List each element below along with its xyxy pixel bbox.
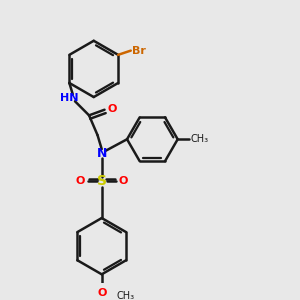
Text: O: O [107,104,117,114]
Text: Br: Br [132,46,146,56]
Text: CH₃: CH₃ [191,134,209,144]
Text: CH₃: CH₃ [116,291,134,300]
Text: N: N [97,147,107,160]
Text: HN: HN [60,94,79,103]
Text: O: O [76,176,85,187]
Text: O: O [118,176,128,187]
Text: S: S [97,175,107,188]
Text: O: O [97,287,106,298]
